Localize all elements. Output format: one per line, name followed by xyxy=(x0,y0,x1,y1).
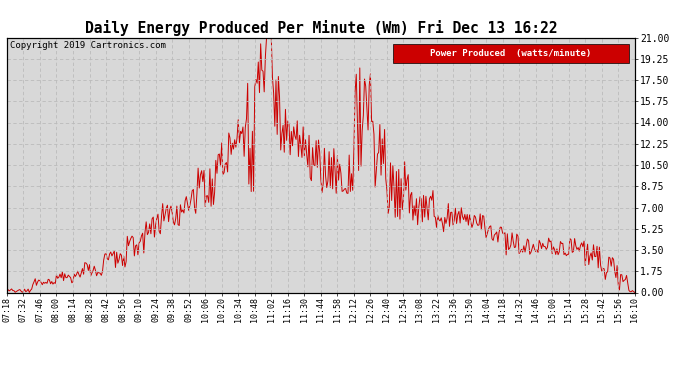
Text: Copyright 2019 Cartronics.com: Copyright 2019 Cartronics.com xyxy=(10,41,166,50)
Text: Power Produced  (watts/minute): Power Produced (watts/minute) xyxy=(430,49,591,58)
FancyBboxPatch shape xyxy=(393,44,629,63)
Title: Daily Energy Produced Per Minute (Wm) Fri Dec 13 16:22: Daily Energy Produced Per Minute (Wm) Fr… xyxy=(85,20,557,36)
